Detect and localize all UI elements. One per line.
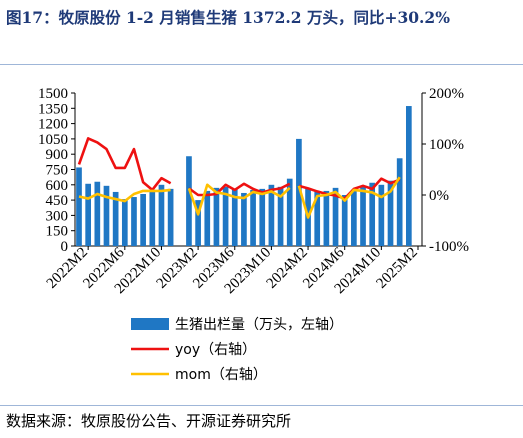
bar — [94, 181, 101, 246]
bar — [378, 184, 385, 246]
bottom-divider — [0, 405, 523, 406]
yoy-line-segment — [77, 137, 172, 192]
left-tick-label: 750 — [46, 163, 69, 179]
bar — [121, 199, 128, 246]
bar — [405, 106, 412, 246]
bar — [323, 190, 330, 246]
bar — [286, 178, 293, 246]
mom-line-segment — [78, 188, 171, 203]
mom-line-segment — [187, 183, 291, 216]
right-axis-ticks: -100% 0% 100% 200% — [422, 86, 469, 255]
bar — [396, 158, 403, 246]
left-tick-label: 300 — [46, 208, 69, 224]
bar — [332, 187, 339, 246]
left-tick-label: 1200 — [38, 117, 68, 133]
x-tick-label: 2025M2 — [374, 245, 421, 292]
top-divider — [0, 64, 523, 65]
legend-label: yoy（右轴） — [175, 342, 256, 358]
mom-line-segment — [297, 176, 401, 219]
bar — [241, 192, 247, 246]
bar — [250, 189, 256, 246]
source-note: 数据来源：牧原股份公告、开源证券研究所 — [6, 412, 292, 430]
left-tick-label: 1500 — [38, 86, 68, 102]
bar — [268, 184, 275, 246]
right-tick-label: 100% — [429, 137, 464, 153]
line-series — [77, 137, 401, 219]
bar — [131, 197, 137, 246]
bar — [167, 188, 174, 246]
right-tick-label: 200% — [429, 86, 464, 102]
bar-series — [76, 106, 412, 246]
bar — [85, 183, 92, 246]
left-tick-label: 150 — [46, 224, 69, 240]
right-tick-label: 0% — [429, 188, 449, 204]
bar — [231, 188, 238, 246]
right-tick-label: -100% — [429, 239, 469, 255]
left-tick-label: 450 — [46, 193, 69, 209]
legend-swatch-bars — [131, 318, 169, 330]
bar — [314, 190, 321, 246]
legend-label: mom（右轴） — [175, 367, 267, 383]
bar — [149, 189, 156, 246]
bar — [341, 195, 348, 246]
x-axis: 2022M22022M62022M102023M22023M62023M1020… — [44, 244, 422, 297]
bar — [103, 185, 110, 246]
bar — [213, 187, 220, 246]
bar — [204, 190, 211, 246]
left-tick-label: 0 — [61, 239, 69, 255]
bar — [277, 186, 284, 246]
bar — [186, 156, 192, 246]
left-tick-label: 600 — [46, 178, 69, 194]
legend-label: 生猪出栏量（万头，左轴） — [175, 317, 343, 333]
bar — [222, 186, 229, 246]
left-tick-label: 1350 — [38, 101, 68, 117]
legend: 生猪出栏量（万头，左轴） yoy（右轴） mom（右轴） — [131, 317, 343, 383]
bar — [158, 184, 165, 246]
bar — [140, 193, 146, 246]
right-axis: -100% 0% 100% 200% — [421, 86, 469, 255]
x-axis-ticks: 2022M22022M62022M102023M22023M62023M1020… — [44, 244, 421, 297]
figure-title: 图17：牧原股份 1-2 月销售生猪 1372.2 万头，同比+30.2% — [6, 8, 450, 27]
bar — [76, 167, 82, 246]
bar — [112, 191, 119, 246]
bar — [195, 200, 201, 246]
left-tick-label: 1050 — [38, 132, 68, 148]
bar — [259, 188, 266, 246]
bar — [369, 182, 376, 246]
bar — [296, 138, 302, 246]
yoy-line-segment — [188, 182, 291, 197]
left-tick-label: 900 — [46, 147, 69, 163]
bar — [387, 180, 394, 246]
bar — [360, 185, 366, 246]
bar — [351, 189, 357, 246]
